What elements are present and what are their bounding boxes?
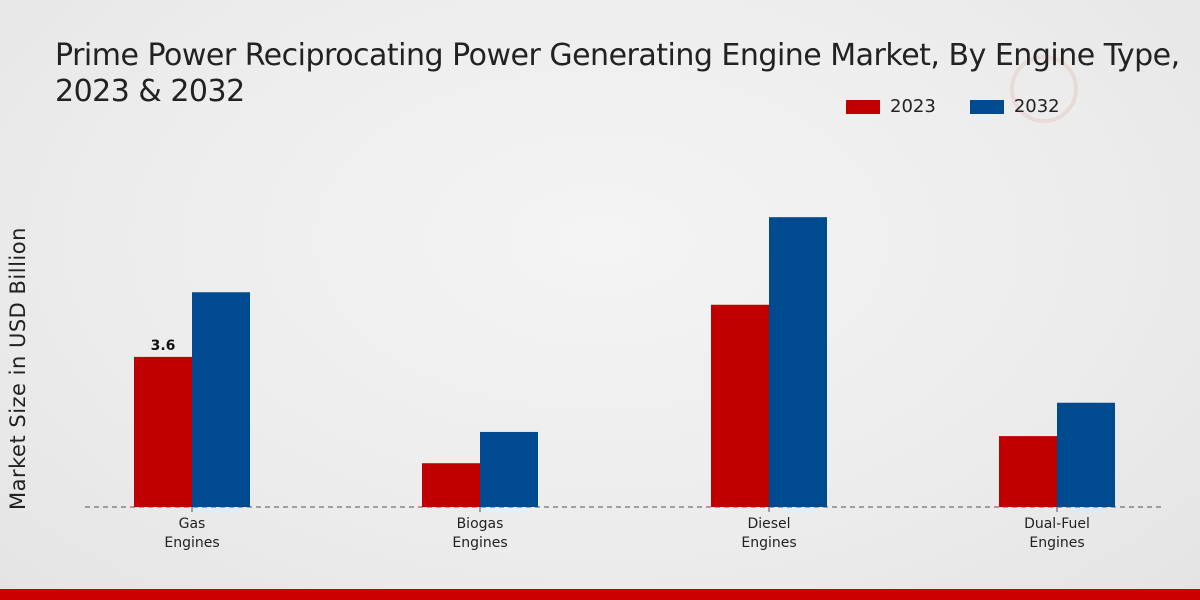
- legend-label-2032: 2032: [1013, 96, 1060, 117]
- watermark-logo: [1010, 55, 1078, 123]
- bar-2023-diesel-engines: [711, 304, 769, 507]
- x-tick-label: Diesel Engines: [741, 516, 796, 551]
- bar-2023-gas-engines: [134, 356, 192, 507]
- x-tick-label: Gas Engines: [164, 516, 219, 551]
- legend-item-2023: 2023: [846, 96, 936, 117]
- chart-title-line-2: 2023 & 2032: [55, 74, 245, 109]
- x-tick-label: Dual-Fuel Engines: [1024, 516, 1090, 551]
- bar-2032-diesel-engines: [769, 217, 827, 507]
- legend-swatch-2032: [969, 99, 1004, 114]
- chart-title: Prime Power Reciprocating Power Generati…: [55, 38, 1200, 110]
- bar-2032-biogas-engines: [480, 431, 538, 507]
- legend-label-2023: 2023: [890, 96, 936, 117]
- legend-item-2032: 2032: [969, 96, 1060, 117]
- bottom-accent-bar: [0, 589, 1200, 600]
- chart-title-line-1: Prime Power Reciprocating Power Generati…: [55, 38, 1180, 73]
- bar-2023-dual-fuel-engines: [999, 436, 1057, 507]
- legend: 2023 2032: [846, 96, 1094, 117]
- bar-2032-dual-fuel-engines: [1057, 402, 1115, 507]
- bar-2032-gas-engines: [192, 292, 250, 507]
- legend-swatch-2023: [846, 99, 880, 114]
- data-label: 3.6: [151, 338, 176, 354]
- bar-2023-biogas-engines: [422, 463, 480, 507]
- x-tick-label: Biogas Engines: [452, 516, 507, 551]
